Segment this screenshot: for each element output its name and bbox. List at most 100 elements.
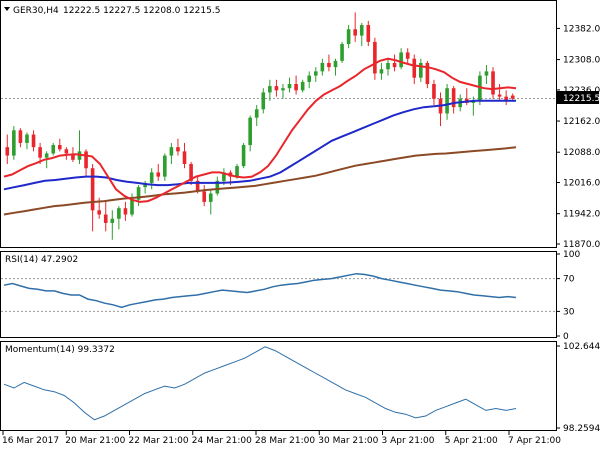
rsi-tick-label: 30 xyxy=(563,307,575,317)
price-tick-label: 11942.0 xyxy=(563,210,600,220)
mid-moving-average-line xyxy=(3,99,516,191)
candle-body xyxy=(386,62,390,70)
candle-body xyxy=(300,81,305,91)
candle-body xyxy=(254,109,259,118)
candle-body xyxy=(340,44,344,61)
candle-body xyxy=(333,60,338,68)
candle-body xyxy=(412,58,417,78)
candle-body xyxy=(281,88,285,91)
candle-body xyxy=(313,71,318,76)
fast-moving-average-line xyxy=(3,57,517,203)
candle-body xyxy=(215,180,220,194)
rsi-line xyxy=(3,272,517,309)
candle-body xyxy=(25,134,29,143)
x-tick-label: 22 Mar 21:00 xyxy=(129,436,189,446)
candle-body xyxy=(123,208,128,215)
candle-body xyxy=(359,25,364,36)
x-tick-label: 5 Apr 21:00 xyxy=(445,436,498,446)
candle-body xyxy=(31,134,36,148)
instrument-label: GER30,H4 xyxy=(13,6,59,16)
candle-body xyxy=(320,62,325,72)
candle-body xyxy=(169,147,174,156)
candle-body xyxy=(346,29,351,44)
candle-body xyxy=(143,182,147,188)
candle-body xyxy=(353,29,357,36)
candle-body xyxy=(117,208,121,219)
candle-body xyxy=(163,155,167,177)
candle-body xyxy=(202,191,207,202)
candle-body xyxy=(18,130,23,143)
candle-body xyxy=(261,92,266,110)
candle-body xyxy=(189,164,193,181)
x-tick-label: 30 Mar 21:00 xyxy=(318,436,378,446)
ohlc-readout: 12222.5 12227.5 12208.0 12215.5 xyxy=(63,6,220,16)
x-tick-label: 16 Mar 2017 xyxy=(2,436,59,446)
candle-body xyxy=(307,75,312,82)
candle-body xyxy=(182,151,187,164)
candle-body xyxy=(405,52,410,59)
candle-body xyxy=(222,172,226,181)
candle-body xyxy=(366,25,371,42)
candle-body xyxy=(110,218,115,223)
candle-body xyxy=(195,180,200,192)
candle-body xyxy=(419,62,423,78)
price-tick-label: 12382.0 xyxy=(563,24,600,34)
candle-body xyxy=(268,86,272,93)
candle-body xyxy=(379,69,384,74)
rsi-tick-label: 100 xyxy=(563,250,580,260)
x-tick-label: 24 Mar 21:00 xyxy=(192,436,252,446)
rsi-tick-label: 0 xyxy=(563,332,569,342)
candle-body xyxy=(392,62,397,68)
candle-body xyxy=(12,130,16,156)
candle-body xyxy=(208,193,213,202)
candle-body xyxy=(44,153,49,158)
price-tick-label: 11870.0 xyxy=(563,240,600,250)
candle-body xyxy=(399,52,403,68)
momentum-tick-label: 102.6448 xyxy=(563,342,600,352)
candle-body xyxy=(156,172,161,177)
price-tick-label: 12016.0 xyxy=(563,179,600,189)
candle-body xyxy=(510,95,515,99)
candle-body xyxy=(103,214,108,223)
candle-body xyxy=(484,71,489,76)
current-price-label: 12215.5 xyxy=(563,94,600,104)
candle-body xyxy=(451,88,456,108)
candle-body xyxy=(57,145,62,150)
candle-body xyxy=(130,199,134,215)
candle-body xyxy=(149,172,154,183)
candle-body xyxy=(497,94,502,97)
candle-body xyxy=(84,151,88,169)
candle-body xyxy=(294,84,298,91)
candle-body xyxy=(64,149,69,154)
candle-body xyxy=(176,147,180,152)
rsi-panel xyxy=(0,251,557,338)
candle-body xyxy=(478,75,482,101)
candle-body xyxy=(327,62,331,68)
candle-body xyxy=(248,117,252,146)
candle-body xyxy=(287,84,292,89)
momentum-panel xyxy=(0,341,557,431)
x-tick-label: 3 Apr 21:00 xyxy=(382,436,435,446)
slow-moving-average-line xyxy=(3,146,517,216)
price-tick-label: 12308.0 xyxy=(563,56,600,66)
collapse-arrow-icon[interactable] xyxy=(4,7,10,11)
x-tick-label: 28 Mar 21:00 xyxy=(255,436,315,446)
momentum-tick-label: 98.2594 xyxy=(563,424,600,434)
x-tick-label: 7 Apr 21:00 xyxy=(508,436,561,446)
momentum-label: Momentum(14) 99.3372 xyxy=(5,345,115,355)
candle-body xyxy=(71,153,75,160)
candle-body xyxy=(491,71,495,95)
candle-body xyxy=(373,41,377,74)
rsi-tick-label: 70 xyxy=(563,275,575,285)
candle-body xyxy=(425,62,430,84)
candle-body xyxy=(136,187,141,200)
price-tick-label: 12236.0 xyxy=(563,86,600,96)
candle-body xyxy=(51,145,56,154)
candle-body xyxy=(38,147,42,158)
candle-body xyxy=(432,84,436,99)
candle-body xyxy=(241,145,246,167)
candle-body xyxy=(97,210,101,215)
candle-body xyxy=(235,166,239,177)
candle-body xyxy=(90,168,95,211)
candle-body xyxy=(274,86,279,91)
